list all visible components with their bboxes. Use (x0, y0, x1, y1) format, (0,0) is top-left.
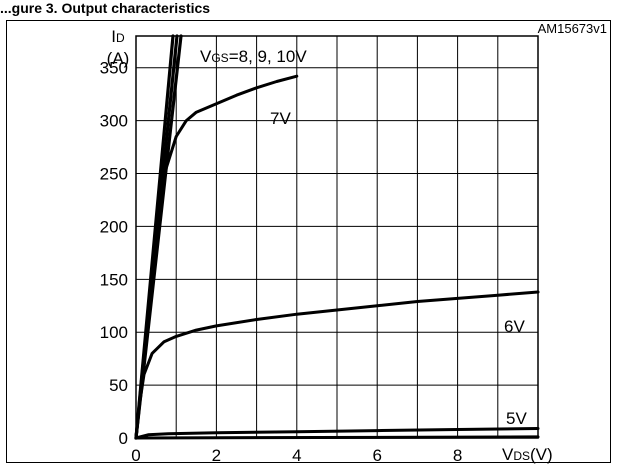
series-line-6v (134, 290, 540, 440)
curves (134, 34, 540, 440)
x-tick-label: 0 (131, 446, 140, 465)
x-tick-label: 6 (372, 446, 381, 465)
y-tick-label: 250 (100, 165, 128, 184)
series-label-5v: 5V (506, 409, 527, 428)
series-line-5v (134, 427, 540, 440)
series-line-7v (134, 74, 299, 440)
series-label-6v: 6V (504, 317, 525, 336)
plot-area (135, 35, 539, 439)
grid (136, 36, 538, 438)
y-tick-label: 200 (100, 217, 128, 236)
y-tick-label: 350 (100, 59, 128, 78)
x-axis-label: VDS(V) (502, 445, 553, 464)
x-tick-label: 4 (292, 446, 301, 465)
y-axis-unit: (A) (107, 49, 130, 68)
series-label-vgs: VGS=8, 9, 10V (200, 47, 307, 66)
y-tick-label: 150 (100, 270, 128, 289)
y-tick-label: 100 (100, 323, 128, 342)
figure-header: ...gure 3. Output characteristics (0, 0, 211, 16)
labels: 0 50 100 150 200 250 300 350 0 2 4 6 8 ID (A) VDS(V) AM1… (100, 21, 607, 465)
y-tick-label: 0 (119, 429, 128, 448)
series-label-7v: 7V (270, 109, 291, 128)
figure-code: AM15673v1 (538, 21, 607, 36)
x-tick-label: 2 (212, 446, 221, 465)
y-tick-label: 50 (109, 376, 128, 395)
y-axis-symbol: ID (111, 27, 125, 46)
y-tick-label: 300 (100, 112, 128, 131)
x-tick-label: 8 (453, 446, 462, 465)
chart-frame (6, 20, 611, 463)
